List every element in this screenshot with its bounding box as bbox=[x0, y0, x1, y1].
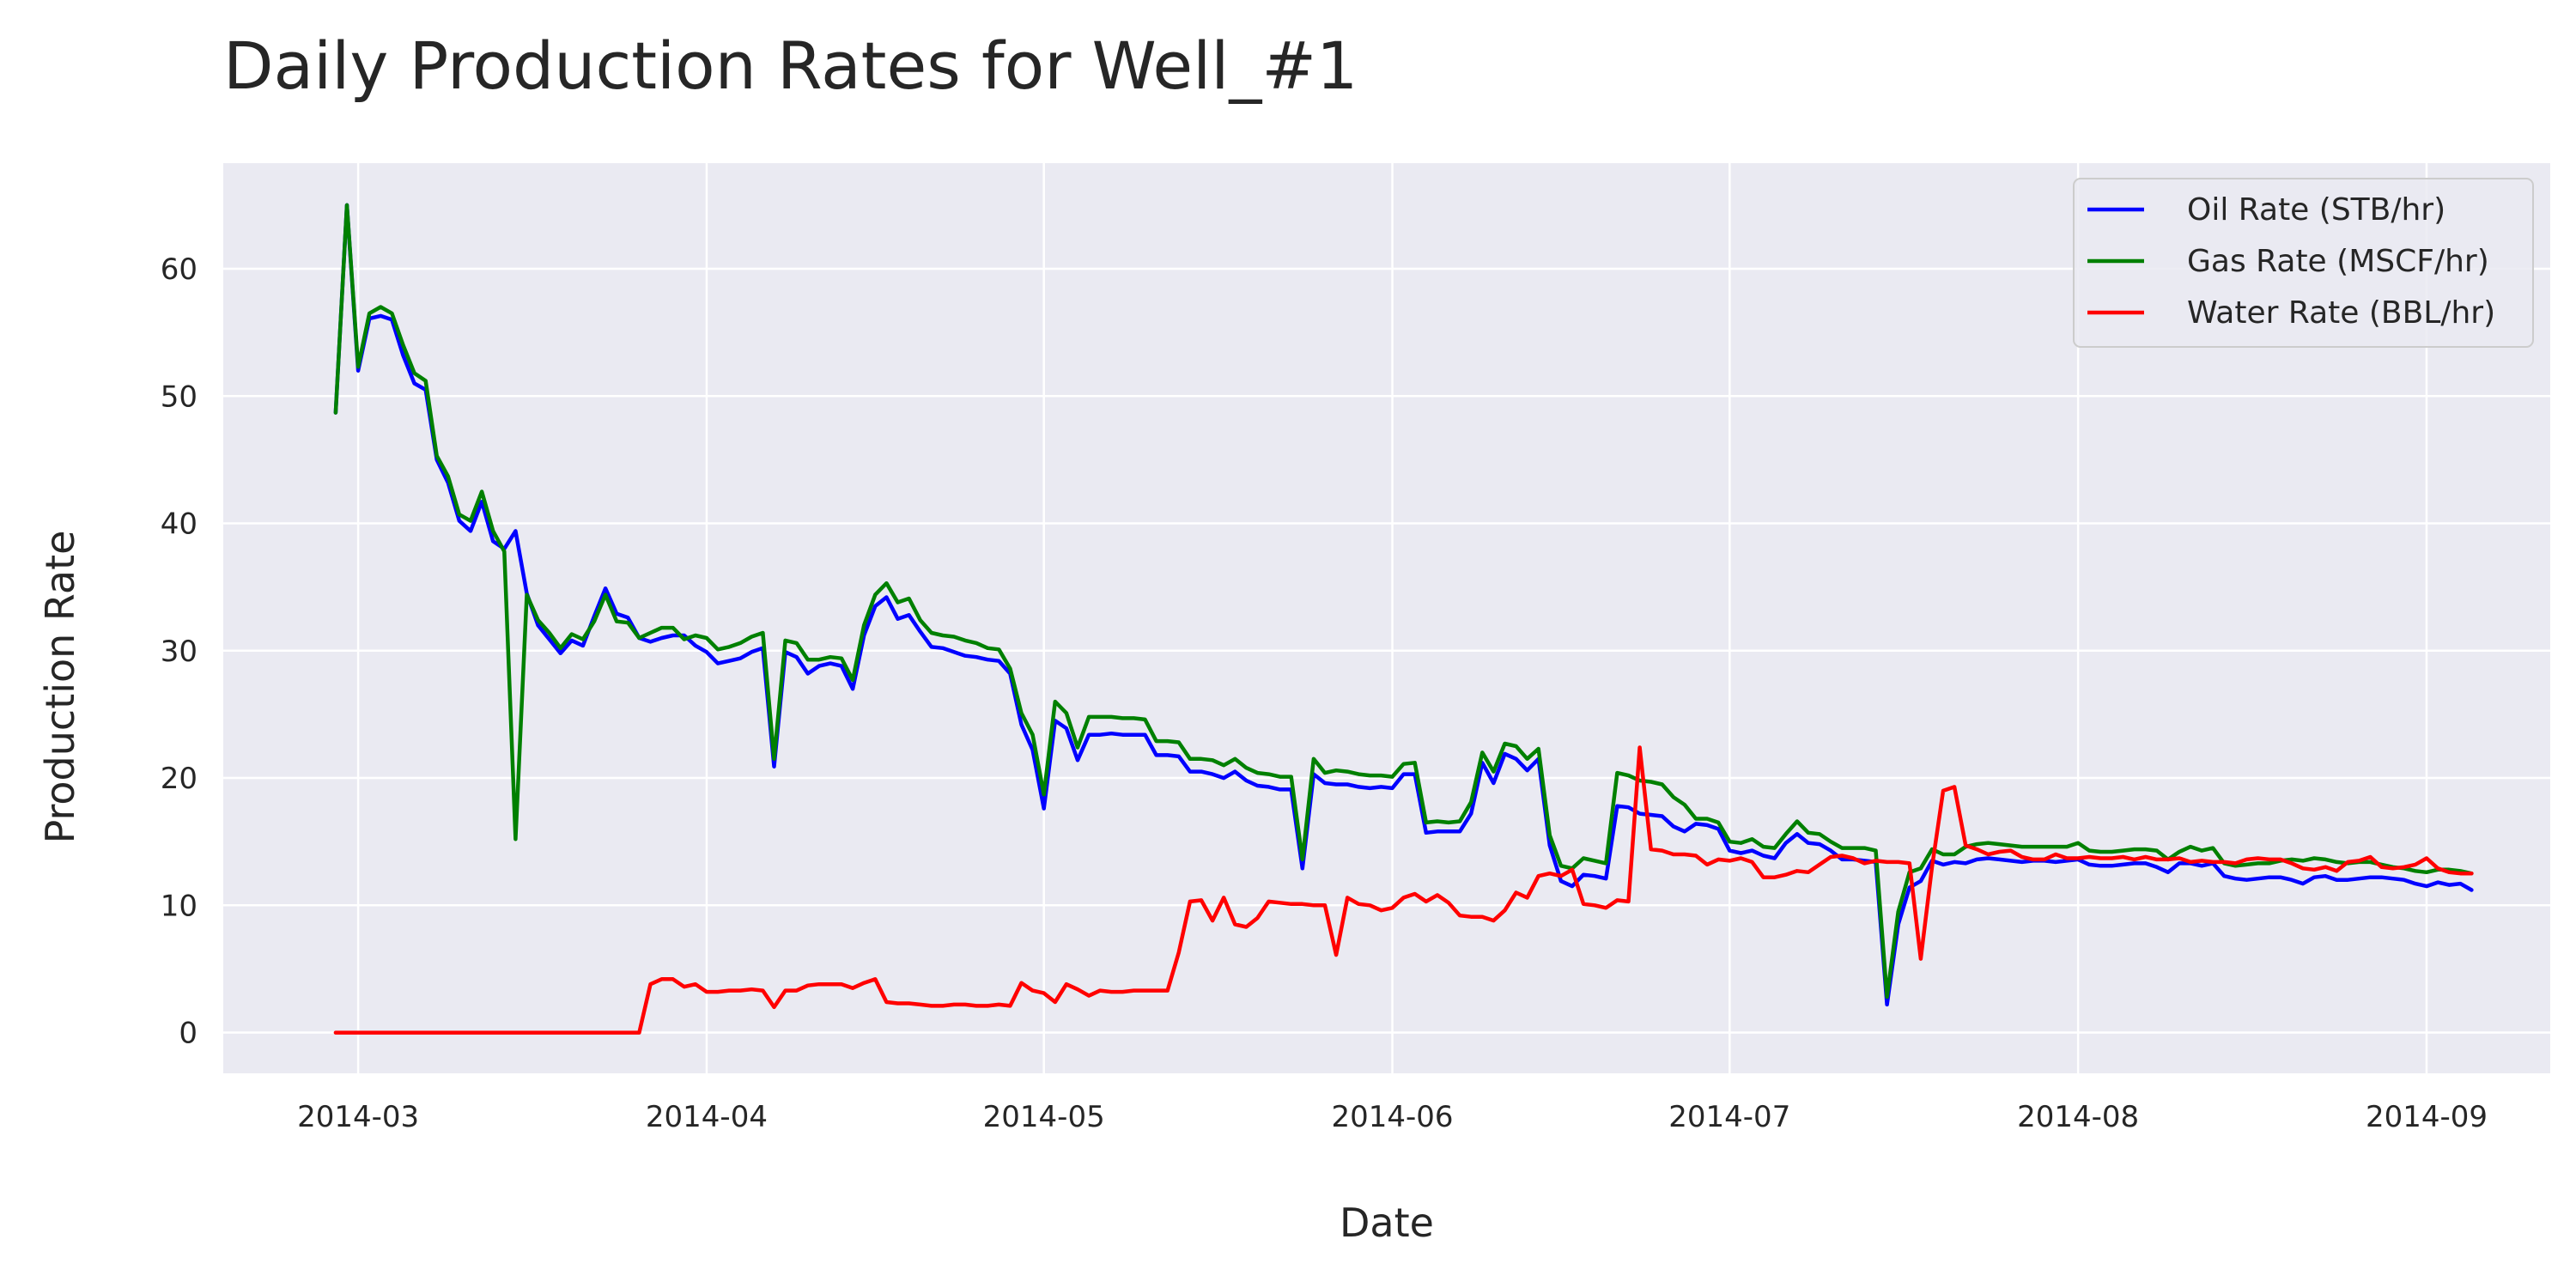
y-axis-label: Production Rate bbox=[37, 531, 83, 844]
x-axis-ticks: 2014-03 2014-04 2014-05 2014-06 2014-07 2014-… bbox=[297, 1100, 2488, 1134]
series-line-1 bbox=[333, 203, 2474, 999]
y-tick-label: 50 bbox=[161, 380, 197, 414]
legend-box bbox=[2073, 178, 2534, 348]
y-axis-ticks: 0 10 20 30 40 50 60 bbox=[161, 252, 197, 1051]
x-tick-label: 2014-08 bbox=[2017, 1100, 2139, 1134]
x-tick-label: 2014-09 bbox=[2366, 1100, 2488, 1134]
x-tick-label: 2014-03 bbox=[297, 1100, 419, 1134]
x-tick-label: 2014-07 bbox=[1668, 1100, 1790, 1134]
series-lines bbox=[333, 203, 2474, 1035]
legend-entry-2: Water Rate (BBL/hr) bbox=[2187, 295, 2495, 331]
y-tick-label: 10 bbox=[161, 889, 197, 923]
legend-entry-1: Gas Rate (MSCF/hr) bbox=[2187, 244, 2489, 279]
y-tick-label: 20 bbox=[161, 762, 197, 796]
series-line-0 bbox=[333, 203, 2474, 1007]
y-tick-label: 30 bbox=[161, 635, 197, 669]
chart-title: Daily Production Rates for Well_#1 bbox=[223, 27, 1358, 104]
y-tick-label: 40 bbox=[161, 507, 197, 542]
y-tick-label: 0 bbox=[179, 1017, 197, 1051]
x-axis-label: Date bbox=[1340, 1200, 1434, 1246]
x-tick-label: 2014-05 bbox=[983, 1100, 1105, 1134]
legend-entry-0: Oil Rate (STB/hr) bbox=[2187, 192, 2445, 228]
x-tick-label: 2014-04 bbox=[646, 1100, 768, 1134]
series-line-2 bbox=[333, 745, 2474, 1035]
x-tick-label: 2014-06 bbox=[1332, 1100, 1454, 1134]
legend: Oil Rate (STB/hr) Gas Rate (MSCF/hr) Water… bbox=[2073, 178, 2534, 348]
y-tick-label: 60 bbox=[161, 252, 197, 287]
